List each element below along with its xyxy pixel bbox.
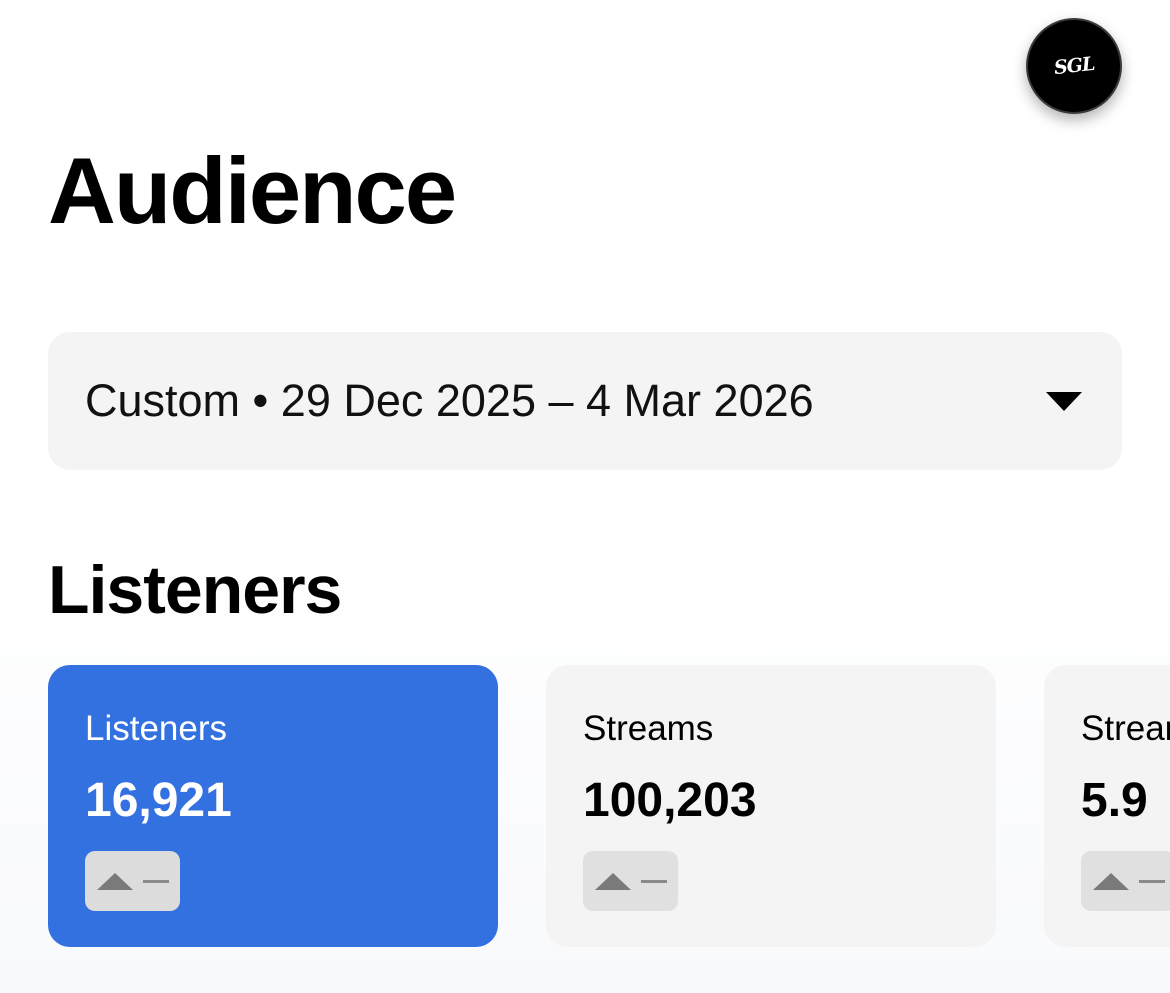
date-range-dropdown[interactable]: Custom • 29 Dec 2025 – 4 Mar 2026 — [48, 332, 1122, 470]
metric-card-value: 5.9 — [1081, 774, 1148, 827]
chevron-down-icon — [1046, 391, 1082, 411]
avatar-initials: SGL — [1052, 52, 1096, 80]
metric-card-value: 16,921 — [85, 774, 232, 827]
trend-badge — [1081, 851, 1170, 911]
section-title: Listeners — [48, 552, 342, 628]
metric-card-streams-per-listener[interactable]: Streams per listener 5.9 — [1044, 665, 1170, 947]
trend-badge — [85, 851, 180, 911]
dash-icon — [143, 879, 169, 883]
metric-card-streams[interactable]: Streams 100,203 — [546, 665, 996, 947]
dash-icon — [1139, 879, 1165, 883]
metric-card-listeners[interactable]: Listeners 16,921 — [48, 665, 498, 947]
metric-card-label: Streams per listener — [1081, 709, 1170, 748]
dash-icon — [641, 879, 667, 883]
date-range-label: Custom • 29 Dec 2025 – 4 Mar 2026 — [85, 375, 814, 426]
triangle-up-icon — [97, 872, 133, 890]
page-title: Audience — [48, 138, 457, 243]
metric-card-value: 100,203 — [583, 774, 757, 827]
triangle-up-icon — [1093, 872, 1129, 890]
metric-card-label: Listeners — [85, 709, 228, 748]
avatar[interactable]: SGL — [1026, 18, 1122, 114]
trend-badge — [583, 851, 678, 911]
triangle-up-icon — [595, 872, 631, 890]
metric-card-label: Streams — [583, 709, 714, 748]
